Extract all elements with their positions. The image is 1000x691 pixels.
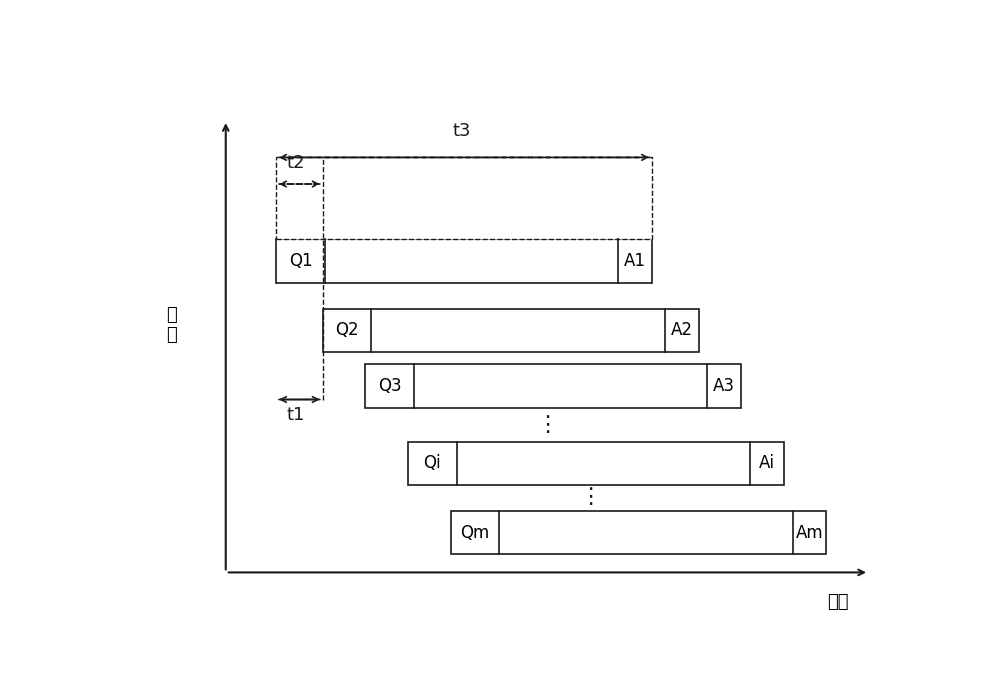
Text: Qm: Qm [460, 524, 490, 542]
Bar [408, 442, 784, 485]
Text: Ai: Ai [759, 455, 775, 473]
Text: t2: t2 [286, 153, 305, 172]
Text: A1: A1 [624, 252, 646, 270]
Text: ⋮: ⋮ [579, 487, 601, 507]
Text: t1: t1 [286, 406, 305, 424]
Text: A3: A3 [713, 377, 735, 395]
Bar [365, 364, 741, 408]
Text: A2: A2 [671, 321, 693, 339]
Text: 时间: 时间 [827, 593, 849, 611]
Text: Qi: Qi [423, 455, 441, 473]
Text: Am: Am [796, 524, 823, 542]
Text: 组
数: 组 数 [166, 305, 177, 344]
Text: ⋮: ⋮ [536, 415, 558, 435]
Text: Q3: Q3 [378, 377, 401, 395]
Text: Q2: Q2 [335, 321, 359, 339]
Bar [276, 239, 652, 283]
Text: Q1: Q1 [289, 252, 312, 270]
Bar [323, 308, 698, 352]
Text: t3: t3 [453, 122, 471, 140]
Bar [450, 511, 826, 554]
